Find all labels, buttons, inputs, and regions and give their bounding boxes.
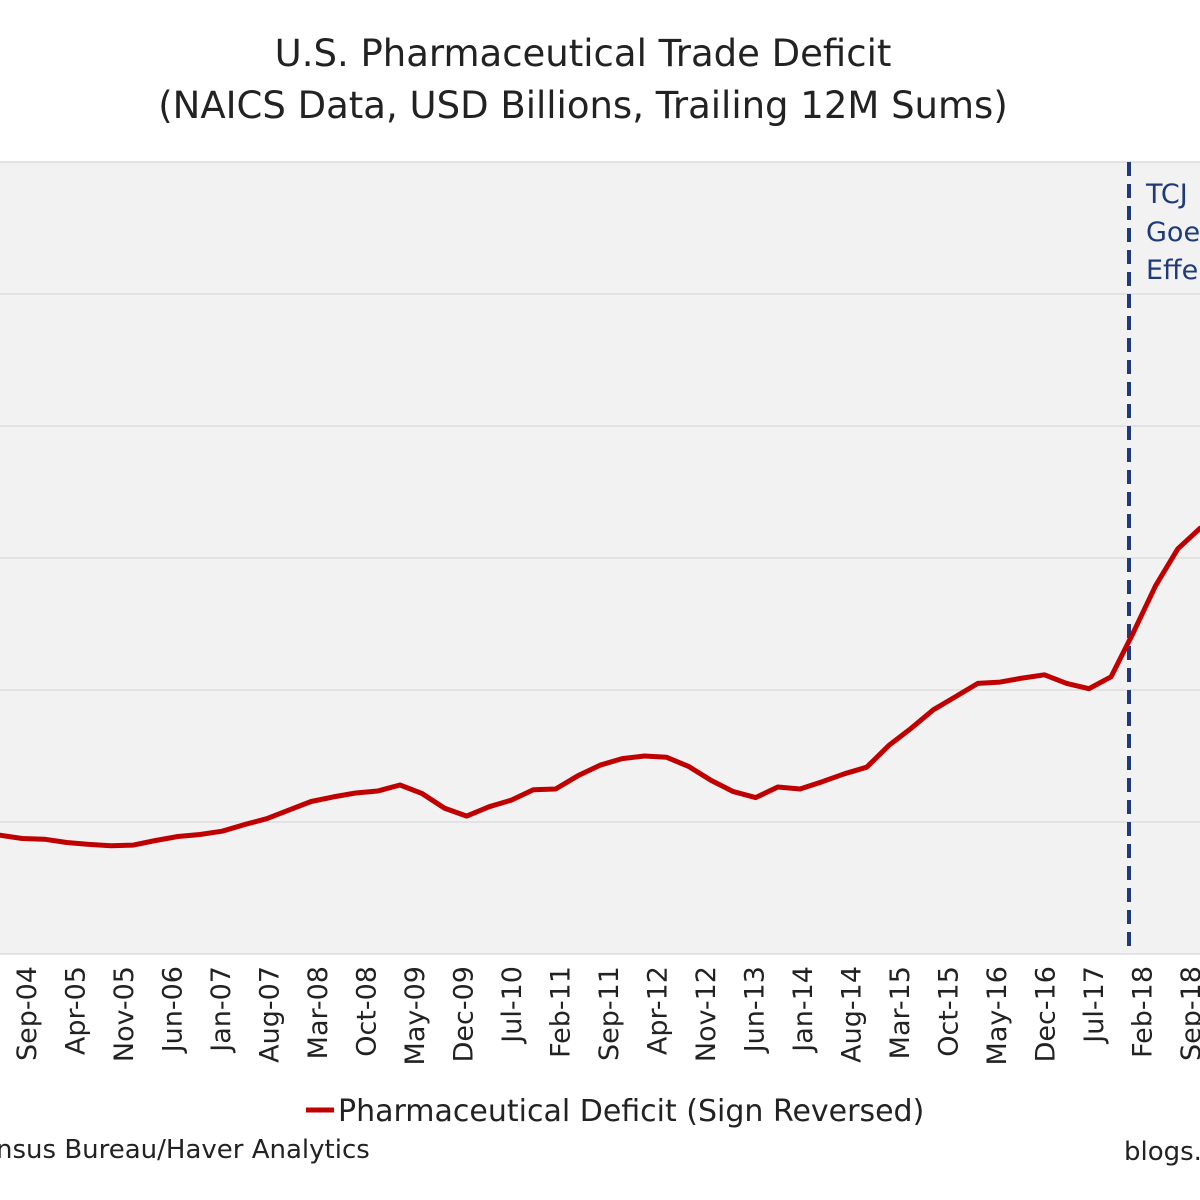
x-tick-label: Apr-12	[643, 966, 674, 1055]
x-tick-label: Oct-08	[352, 966, 383, 1057]
annotation: TCJ Goe Effe	[1127, 162, 1200, 954]
site-credit: blogs.	[1124, 1137, 1200, 1167]
annotation-text-line: Effe	[1146, 255, 1198, 286]
x-tick-label: Oct-15	[934, 966, 965, 1057]
legend-label: Pharmaceutical Deficit (Sign Reversed)	[338, 1094, 924, 1129]
x-tick-label: Apr-05	[61, 966, 92, 1055]
source-note: nsus Bureau/Haver Analytics	[0, 1135, 370, 1165]
annotation-text-line: TCJ	[1145, 179, 1188, 210]
gridlines	[0, 161, 1200, 955]
x-tick-label: May-09	[400, 966, 431, 1065]
chart-subtitle: (NAICS Data, USD Billions, Trailing 12M …	[158, 84, 1008, 127]
x-tick-label: Aug-14	[837, 966, 868, 1063]
x-tick-label: Jun-13	[740, 966, 771, 1054]
x-tick-label: Feb-18	[1128, 966, 1159, 1058]
x-tick-label: Nov-12	[691, 966, 722, 1062]
x-tick-label: Mar-15	[885, 966, 916, 1059]
x-tick-label: Feb-11	[546, 966, 577, 1058]
x-tick-label: Mar-08	[303, 966, 334, 1059]
x-tick-label: Aug-07	[255, 966, 286, 1063]
chart-title: U.S. Pharmaceutical Trade Deficit	[275, 32, 892, 75]
x-tick-label: Jul-17	[1079, 966, 1110, 1045]
x-tick-label: Dec-09	[449, 966, 480, 1062]
series-group	[0, 525, 1200, 849]
x-tick-label: Nov-05	[109, 966, 140, 1062]
x-tick-label: Sep-04	[12, 966, 43, 1061]
x-tick-label: Sep-18	[1176, 966, 1200, 1061]
series-line-pharmaceutical-deficit	[0, 525, 1200, 849]
x-tick-label: Sep-11	[594, 966, 625, 1061]
x-tick-label: Dec-16	[1031, 966, 1062, 1062]
x-tick-label: Jan-07	[206, 966, 237, 1054]
x-axis-tick-labels: Sep-04 Apr-05 Nov-05 Jun-06 Jan-07 Aug-07 Mar-…	[12, 966, 1200, 1065]
x-tick-label: Jul-10	[497, 966, 528, 1045]
x-tick-label: Jan-14	[788, 966, 819, 1054]
x-tick-label: Jun-06	[158, 966, 189, 1054]
annotation-text-line: Goe	[1146, 217, 1200, 248]
x-tick-label: May-16	[982, 966, 1013, 1065]
